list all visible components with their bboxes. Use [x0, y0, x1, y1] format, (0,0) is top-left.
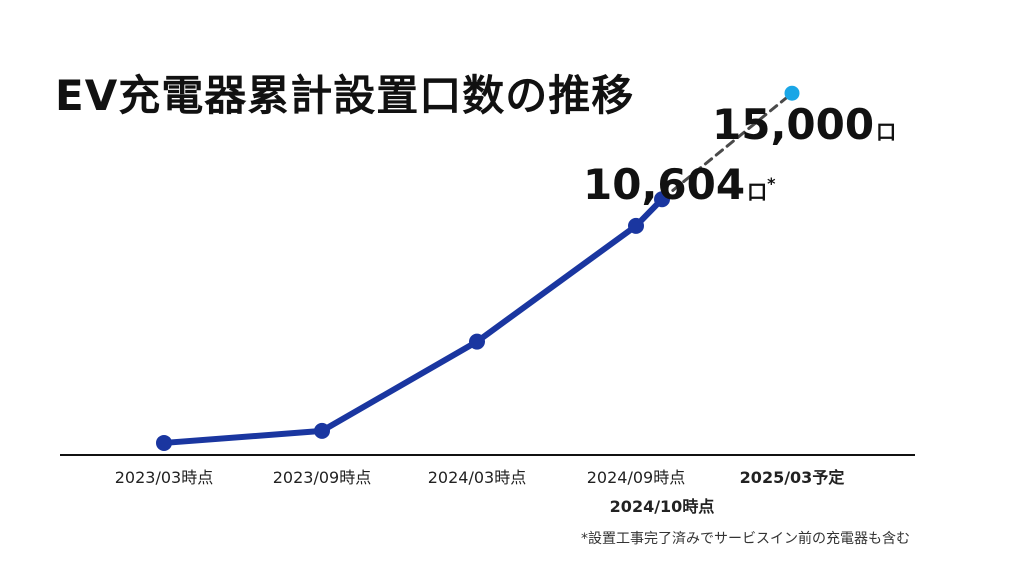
value-unit: 口	[747, 180, 767, 204]
value-label-10604: 10,604 口*	[583, 160, 776, 209]
data-point	[654, 191, 670, 208]
data-point	[469, 333, 485, 350]
projection-line	[660, 91, 794, 201]
x-tick-label: 2025/03予定	[740, 468, 845, 487]
data-point	[156, 434, 172, 451]
x-tick-label: 2023/09時点	[273, 468, 371, 487]
projection-point	[784, 85, 800, 101]
series-line	[161, 196, 665, 446]
value-number: 10,604	[583, 160, 745, 209]
x-tick-label: 2024/09時点	[587, 468, 685, 487]
points-layer	[156, 85, 800, 451]
data-point	[314, 422, 330, 439]
value-footnote-mark: *	[767, 174, 776, 193]
footnote: *設置工事完了済みでサービスイン前の充電器も含む	[581, 531, 910, 547]
tick-labels: 2023/03時点 2023/09時点 2024/03時点 2024/09時点 2024…	[115, 468, 845, 516]
chart-title: EV充電器累計設置口数の推移	[55, 71, 635, 120]
value-label-15000: 15,000 口	[712, 100, 896, 149]
series-layer	[161, 91, 794, 446]
data-point	[628, 217, 644, 234]
x-tick-label: 2023/03時点	[115, 468, 213, 487]
x-tick-label: 2024/03時点	[428, 468, 526, 487]
value-unit: 口	[876, 120, 896, 144]
value-number: 15,000	[712, 100, 874, 149]
x-tick-label: 2024/10時点	[610, 497, 715, 516]
